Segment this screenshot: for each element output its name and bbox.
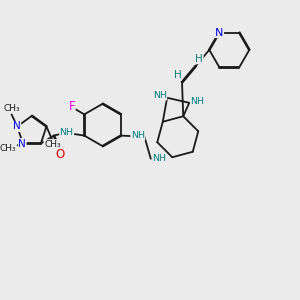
Text: NH: NH bbox=[131, 131, 145, 140]
Text: N: N bbox=[18, 139, 26, 148]
Text: F: F bbox=[68, 100, 75, 113]
Text: CH₃: CH₃ bbox=[44, 140, 61, 148]
Text: NH: NH bbox=[60, 128, 74, 137]
Text: NH: NH bbox=[190, 97, 205, 106]
Text: O: O bbox=[56, 148, 65, 160]
Text: CH₃: CH₃ bbox=[0, 144, 16, 153]
Text: N: N bbox=[13, 122, 21, 131]
Text: CH₃: CH₃ bbox=[3, 104, 20, 113]
Text: NH: NH bbox=[153, 91, 167, 100]
Text: H: H bbox=[195, 54, 203, 64]
Text: NH: NH bbox=[153, 154, 166, 163]
Text: N: N bbox=[215, 28, 224, 38]
Text: H: H bbox=[174, 70, 182, 80]
